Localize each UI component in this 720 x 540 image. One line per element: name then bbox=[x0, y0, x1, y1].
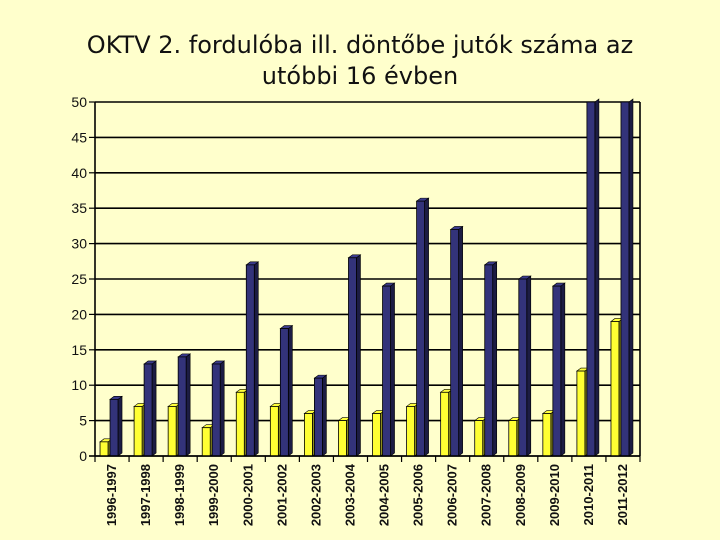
bar-2009-2010-s2 bbox=[551, 282, 566, 457]
bar-2007-2008-s2 bbox=[483, 261, 498, 457]
y-tick-label: 0 bbox=[79, 448, 87, 464]
bar-1996-1997-s2 bbox=[109, 395, 123, 457]
bar-1997-1998-s2 bbox=[143, 360, 157, 457]
y-tick-label: 40 bbox=[71, 165, 87, 181]
x-tick-label: 2001-2002 bbox=[274, 464, 289, 526]
y-tick-labels: 0 5 10 15 20 25 30 35 40 45 50 bbox=[71, 94, 87, 464]
x-tick-label: 2010-2011 bbox=[581, 464, 596, 525]
bar-2010-2011-s2 bbox=[586, 98, 600, 457]
x-tick-label: 1996-1997 bbox=[104, 464, 119, 526]
bar-2000-2001-s2 bbox=[245, 261, 260, 457]
x-tick-label: 2002-2003 bbox=[308, 464, 323, 526]
bar-2001-2002-s2 bbox=[279, 324, 294, 457]
bars bbox=[99, 98, 634, 457]
chart-title-line-1: OKTV 2. fordulóba ill. döntőbe jutók szá… bbox=[86, 31, 634, 59]
bar-2005-2006-s2 bbox=[415, 197, 430, 457]
bar-2004-2005-s2 bbox=[381, 282, 396, 457]
axes bbox=[89, 101, 641, 462]
x-tick-label: 1999-2000 bbox=[206, 464, 221, 526]
x-tick-label: 1998-1999 bbox=[172, 464, 187, 526]
x-tick-label: 2006-2007 bbox=[445, 464, 460, 526]
y-tick-label: 25 bbox=[71, 271, 87, 287]
x-tick-label: 2011-2012 bbox=[615, 464, 630, 525]
bar-2011-2012-s2 bbox=[620, 98, 634, 457]
bar-2006-2007-s2 bbox=[449, 225, 464, 457]
y-tick-label: 50 bbox=[71, 94, 87, 110]
x-tick-label: 2003-2004 bbox=[342, 463, 357, 526]
x-tick-label: 2000-2001 bbox=[240, 464, 255, 526]
chart-title-line-2: utóbbi 16 évben bbox=[261, 62, 459, 90]
x-tick-label: 2004-2005 bbox=[377, 464, 392, 526]
y-tick-label: 35 bbox=[71, 200, 87, 216]
x-tick-label: 1997-1998 bbox=[138, 464, 153, 526]
bar-2003-2004-s2 bbox=[347, 254, 362, 457]
x-tick-label: 2008-2009 bbox=[513, 464, 528, 526]
y-tick-label: 30 bbox=[71, 236, 87, 252]
y-tick-label: 15 bbox=[71, 342, 87, 358]
chart-title: OKTV 2. fordulóba ill. döntőbe jutók szá… bbox=[60, 30, 660, 92]
bar-1999-2000-s2 bbox=[211, 360, 226, 457]
bar-2008-2009-s2 bbox=[517, 275, 532, 457]
y-tick-label: 20 bbox=[71, 306, 87, 322]
x-tick-label: 2009-2010 bbox=[547, 464, 562, 526]
x-tick-label: 2007-2008 bbox=[479, 464, 494, 526]
x-tick-labels: 1996-1997 1997-1998 1998-1999 1999-2000 2000… bbox=[104, 463, 630, 526]
bar-2002-2003-s2 bbox=[313, 374, 328, 457]
bar-1998-1999-s2 bbox=[177, 353, 192, 457]
y-tick-label: 45 bbox=[71, 129, 87, 145]
y-tick-label: 5 bbox=[79, 413, 87, 429]
x-tick-label: 2005-2006 bbox=[411, 464, 426, 526]
y-tick-label: 10 bbox=[71, 377, 87, 393]
